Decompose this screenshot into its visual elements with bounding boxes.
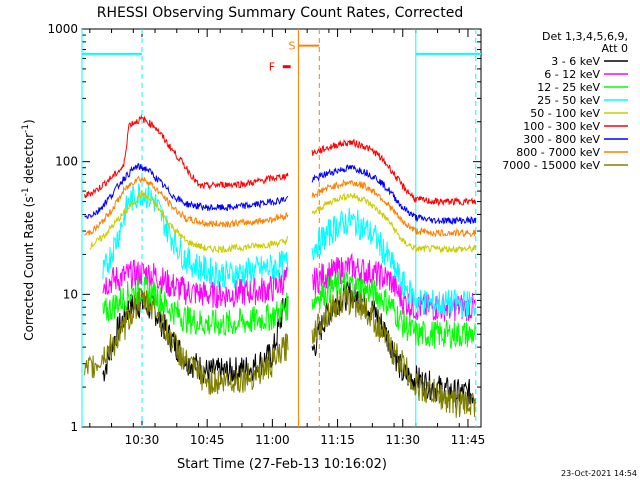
event-markers: SF [81,29,481,427]
x-tick-label: 11:45 [451,433,486,447]
legend-label: 3 - 6 keV [551,55,600,68]
x-axis: 10:30 10:45 11:00 11:15 11:30 11:45 [89,29,486,447]
legend-label: 100 - 300 keV [523,120,600,133]
legend-label: 7000 - 15000 keV [502,159,600,172]
footer-date: 23-Oct-2021 14:54 [561,469,637,478]
series-line-12-25-keV [102,270,476,349]
series-line-100-300-keV [84,114,477,207]
x-tick-label: 10:45 [190,433,225,447]
legend-label: 50 - 100 keV [530,107,600,120]
flare-label: F [269,61,275,74]
x-tick-label: 11:15 [320,433,355,447]
series-line-7000-15000-keV [84,287,476,418]
legend-header-line2: Att 0 [602,42,628,55]
legend-label: 25 - 50 keV [537,94,600,107]
x-tick-label: 11:00 [255,433,290,447]
y-axis-label: Corrected Count Rate (s-1 detector-1) [21,119,36,340]
y-tick-label: 1000 [47,22,78,36]
legend-header-line1: Det 1,3,4,5,6,9, [542,30,628,43]
y-axis: 1 10 100 1000 [47,22,481,434]
y-axis-label-main: Corrected Count Rate (s [22,196,36,340]
y-axis-label-mid: detector [22,133,36,188]
y-axis-label-sup1: -1 [21,187,31,196]
series-line-25-50-keV [102,183,477,319]
y-tick-label: 100 [55,155,78,169]
series-layer [84,114,477,418]
y-axis-label-sup2: -1 [21,124,31,133]
y-axis-label-end: ) [22,119,36,124]
x-tick-label: 11:30 [385,433,420,447]
legend-label: 12 - 25 keV [537,81,600,94]
x-tick-label: 10:30 [125,433,160,447]
chart-title: RHESSI Observing Summary Count Rates, Co… [97,5,463,21]
saa-label: S [288,40,295,53]
legend-label: 300 - 800 keV [523,133,600,146]
legend-label: 6 - 12 keV [544,68,600,81]
legend-label: 800 - 7000 keV [516,146,600,159]
y-tick-label: 10 [63,287,78,301]
series-line-800-7000-keV [84,175,477,238]
series-line-50-100-keV [89,189,477,254]
series-line-300-800-keV [84,163,477,225]
x-axis-label: Start Time (27-Feb-13 10:16:02) [177,457,387,472]
y-tick-label: 1 [70,420,78,434]
